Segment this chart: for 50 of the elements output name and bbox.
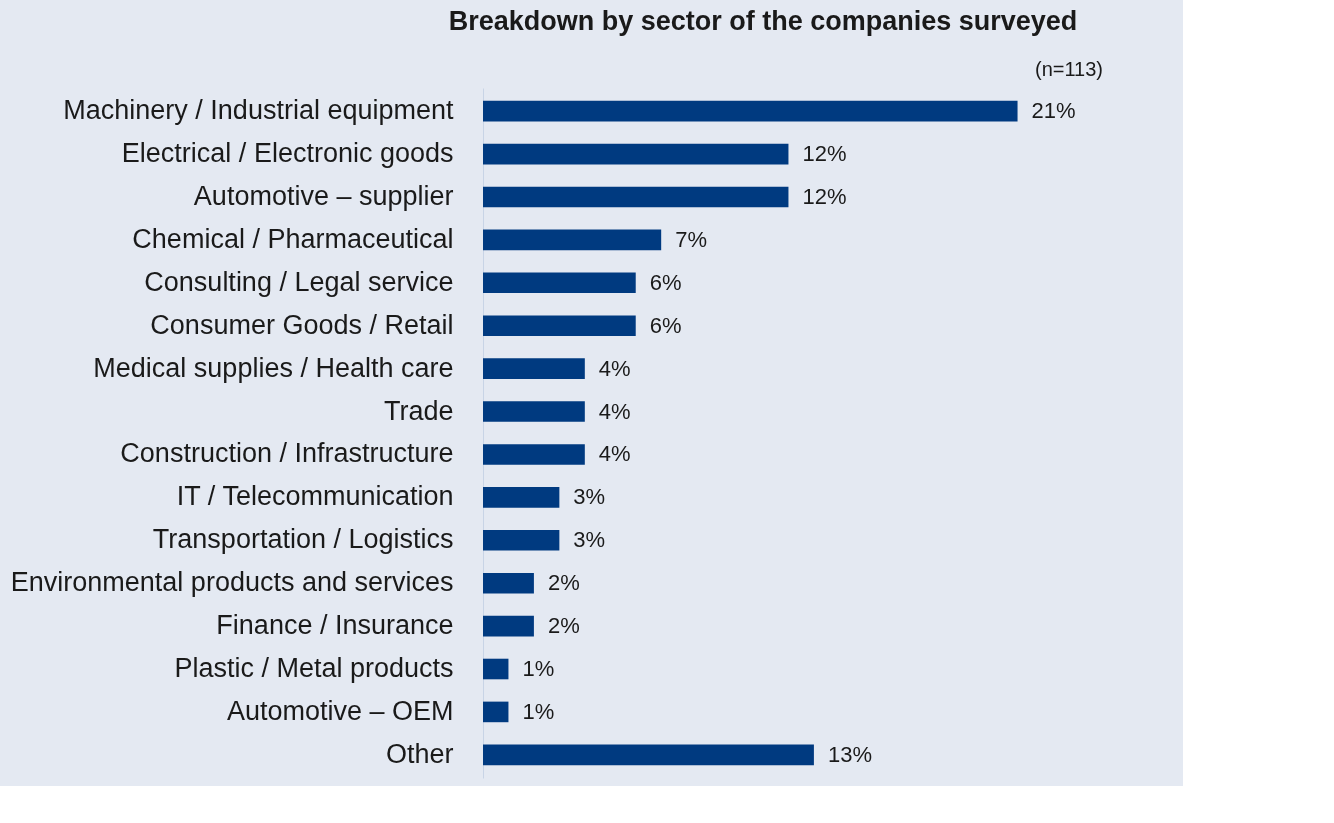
y-tick-label: Electrical / Electronic goods <box>121 138 454 169</box>
y-tick-label: Consulting / Legal service <box>144 266 454 297</box>
y-tick-label: IT / Telecommunication <box>176 481 454 512</box>
y-tick-label: Machinery / Industrial equipment <box>63 95 454 126</box>
data-label: 3% <box>573 527 606 553</box>
bar <box>483 186 789 208</box>
bar <box>483 143 789 165</box>
data-label: 6% <box>649 312 682 338</box>
y-tick-label: Automotive – OEM <box>226 695 454 726</box>
bar <box>483 487 560 508</box>
y-tick-label: Construction / Infrastructure <box>120 438 454 469</box>
y-tick-label: Chemical / Pharmaceutical <box>132 223 454 254</box>
bar <box>483 701 509 723</box>
y-tick-label: Medical supplies / Health care <box>93 352 454 383</box>
y-tick-label: Trade <box>383 395 454 426</box>
data-label: 4% <box>598 355 631 381</box>
data-label: 21% <box>1031 98 1076 124</box>
data-label: 3% <box>573 484 606 510</box>
data-label: 2% <box>547 570 580 596</box>
bar <box>483 315 636 337</box>
bar <box>483 744 814 766</box>
y-tick-label: Other <box>385 738 454 769</box>
y-tick-label: Consumer Goods / Retail <box>150 309 454 340</box>
text: (n=113) <box>1034 58 1103 80</box>
chart-title: Breakdown by sector of the companies surveyed <box>448 6 1078 36</box>
data-label: 1% <box>522 656 555 682</box>
data-label: 4% <box>598 441 631 467</box>
data-label: 2% <box>547 613 580 639</box>
bar <box>483 100 1018 122</box>
data-label: 13% <box>827 741 872 767</box>
data-label: 6% <box>649 269 682 295</box>
bar <box>483 572 534 594</box>
data-label: 12% <box>802 141 847 167</box>
y-tick-label: Environmental products and services <box>10 567 454 598</box>
data-label: 7% <box>675 226 707 252</box>
bar <box>483 615 534 637</box>
y-tick-label: Transportation / Logistics <box>152 524 454 555</box>
bar <box>483 529 560 551</box>
bar <box>483 444 585 465</box>
y-tick-label: Automotive – supplier <box>193 180 454 211</box>
bar <box>483 229 662 251</box>
data-label: 1% <box>522 698 555 724</box>
y-tick-label: Plastic / Metal products <box>174 653 454 684</box>
bar <box>483 658 509 680</box>
y-tick-label: Finance / Insurance <box>216 610 454 641</box>
data-label: 4% <box>598 398 631 424</box>
data-label: 12% <box>802 183 847 209</box>
bar <box>483 272 636 294</box>
bar <box>483 401 585 422</box>
bar <box>483 358 585 379</box>
